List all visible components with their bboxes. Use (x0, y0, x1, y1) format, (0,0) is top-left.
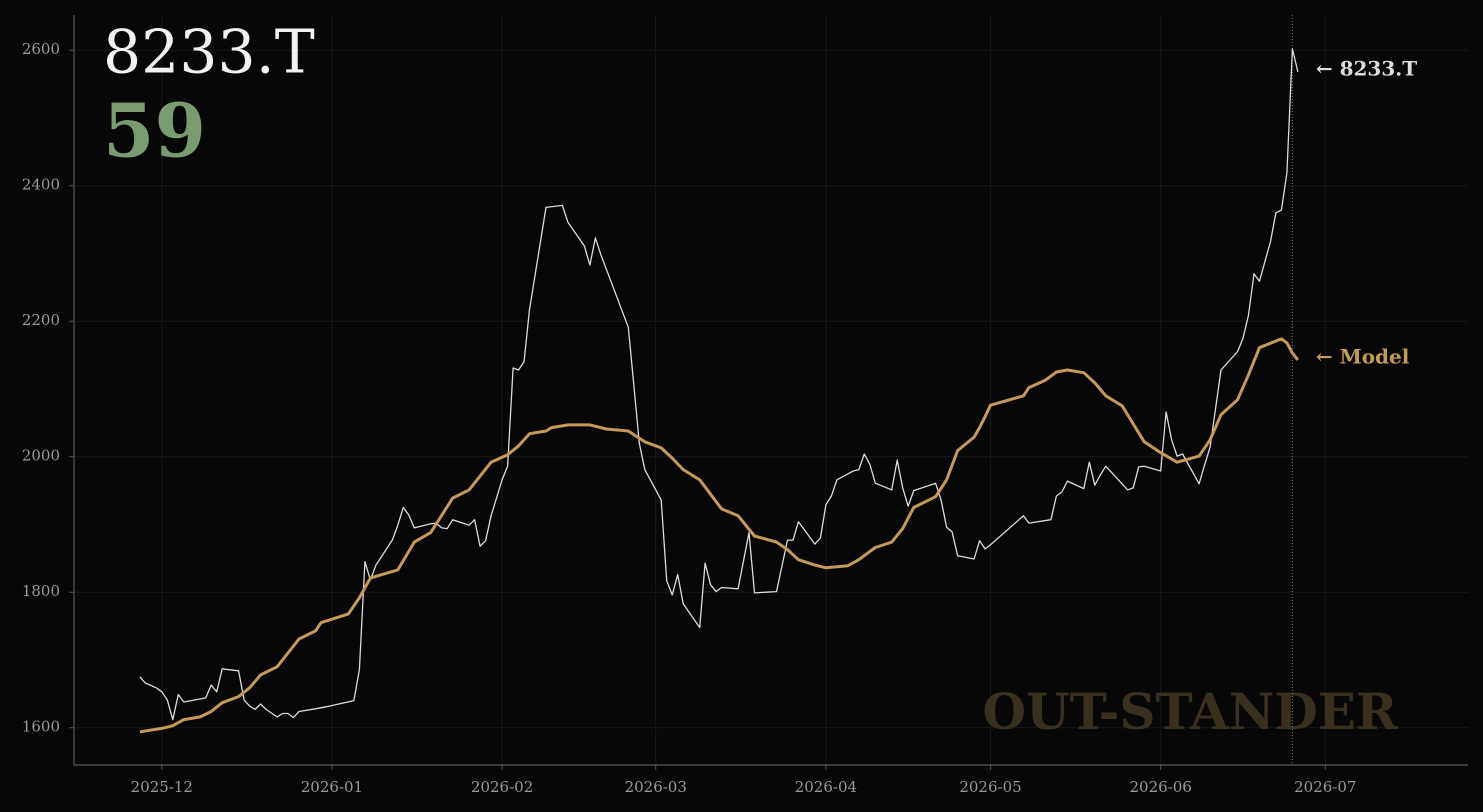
y-tick-label: 2000 (22, 447, 60, 465)
x-tick-label: 2025-12 (131, 778, 193, 796)
x-tick-label: 2026-02 (471, 778, 533, 796)
y-tick-label: 1600 (22, 718, 60, 736)
y-tick-label: 2200 (22, 311, 60, 329)
x-tick-label: 2026-07 (1294, 778, 1356, 796)
series-line (139, 337, 1300, 734)
series-line (139, 48, 1299, 721)
x-tick-label: 2026-01 (301, 778, 363, 796)
end-label: ← Model (1316, 344, 1410, 368)
y-tick-label: 2600 (22, 40, 60, 58)
score: 59 (103, 89, 206, 175)
chart-title: 8233.T (103, 18, 315, 88)
plot-area (139, 15, 1300, 765)
x-tick-label: 2026-05 (959, 778, 1021, 796)
y-tick-label: 1800 (22, 582, 60, 600)
x-tick-label: 2026-06 (1129, 778, 1191, 796)
x-tick-label: 2026-03 (625, 778, 687, 796)
watermark: OUT-STANDER (983, 682, 1398, 741)
y-tick-label: 2400 (22, 176, 60, 194)
end-label: ← 8233.T (1316, 56, 1417, 80)
x-tick-label: 2026-04 (795, 778, 857, 796)
